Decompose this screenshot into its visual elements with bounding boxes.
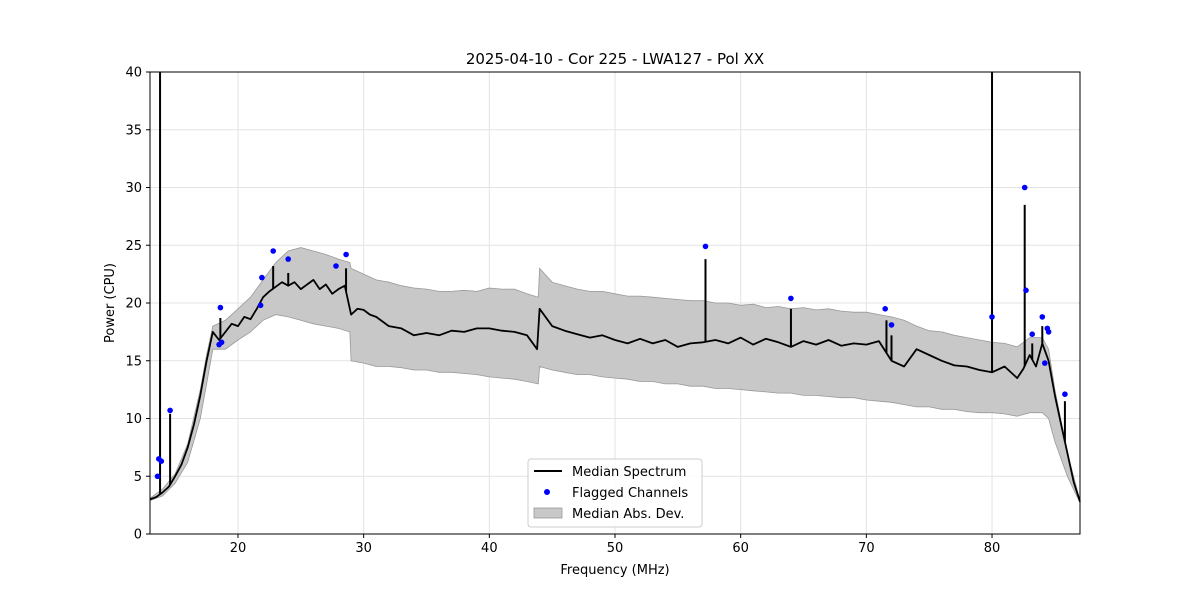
y-axis-label: Power (CPU): [103, 263, 118, 343]
median-spectrum: [149, 72, 1081, 502]
legend-label-flagged-channels: Flagged Channels: [572, 486, 688, 501]
flagged-channel-point: [702, 243, 709, 250]
flagged-channel-point: [257, 302, 264, 309]
x-tick-label: 50: [607, 541, 624, 556]
y-tick-label: 5: [134, 470, 142, 485]
flagged-channel-point: [989, 314, 995, 320]
y-tick-label: 0: [134, 528, 142, 543]
x-tick-label: 70: [858, 541, 875, 556]
flagged-channel-point: [270, 248, 277, 254]
flagged-channel-point: [788, 295, 794, 302]
flagged-channel-point: [167, 407, 173, 414]
y-tick-label: 40: [125, 66, 142, 81]
flagged-channel-point: [333, 263, 339, 269]
y-axis-ticks: 0 5 10 15 20 25 30 35 40: [125, 66, 150, 543]
flagged-channel-point: [1023, 287, 1029, 294]
x-axis-label: Frequency (MHz): [560, 563, 669, 578]
flagged-channel-point: [1021, 184, 1028, 191]
flagged-channel-point: [882, 306, 888, 312]
flagged-channel-point: [158, 458, 165, 465]
flagged-channels: [154, 184, 1068, 480]
x-axis-ticks: 20 30 40 50 60 70 80: [230, 534, 1001, 556]
x-tick-label: 40: [481, 541, 498, 556]
legend-box: [527, 458, 703, 528]
flagged-channel-point: [888, 322, 895, 328]
legend-band-swatch: [533, 507, 563, 519]
x-tick-label: 80: [984, 541, 1001, 556]
flagged-channel-point: [1045, 329, 1052, 335]
y-tick-label: 30: [125, 181, 142, 196]
y-tick-label: 20: [125, 297, 142, 312]
flagged-channel-point: [1039, 314, 1046, 320]
chart-title: 2025-04-10 - Cor 225 - LWA127 - Pol XX: [466, 50, 764, 68]
y-tick-label: 25: [125, 239, 142, 254]
median-spectrum-line: [149, 279, 1081, 502]
y-tick-label: 15: [125, 354, 142, 369]
legend: Median Spectrum Flagged Channels Median …: [527, 458, 703, 528]
legend-label-median-spectrum: Median Spectrum: [572, 465, 686, 480]
legend-label-median-abs-dev: Median Abs. Dev.: [572, 507, 684, 522]
flagged-channel-point: [217, 304, 224, 311]
flagged-channel-point: [1042, 360, 1048, 366]
flagged-channel-point: [218, 339, 225, 346]
legend-marker-swatch: [544, 489, 550, 495]
flagged-channel-point: [343, 251, 349, 258]
flagged-channel-point: [285, 256, 292, 262]
flagged-channel-point: [154, 473, 161, 480]
x-tick-label: 30: [355, 541, 372, 556]
x-tick-label: 60: [732, 541, 749, 556]
x-tick-label: 20: [230, 541, 247, 556]
flagged-channel-point: [259, 274, 265, 281]
flagged-channel-point: [1029, 331, 1035, 338]
flagged-channel-point: [1062, 391, 1068, 398]
y-tick-label: 10: [125, 412, 142, 427]
y-tick-label: 35: [125, 123, 142, 138]
